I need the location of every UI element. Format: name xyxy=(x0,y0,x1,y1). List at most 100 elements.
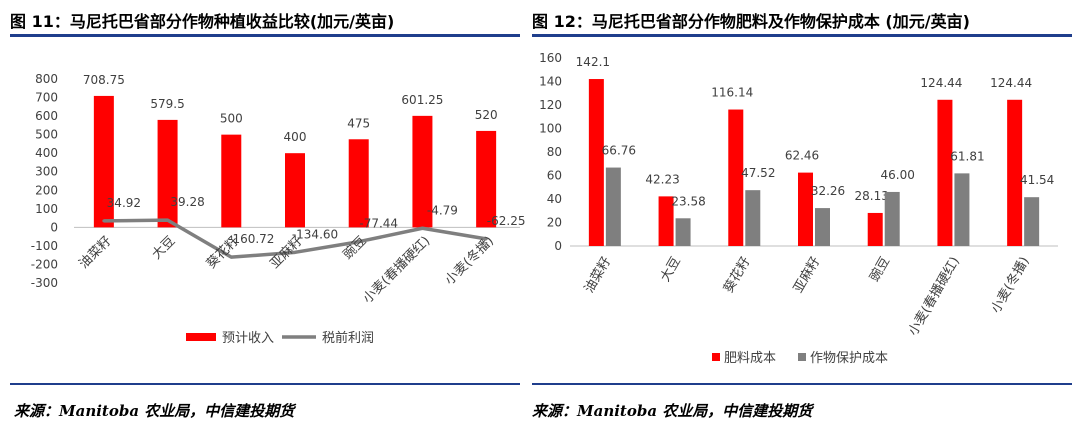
fig12-category-label: 小麦(春播硬红) xyxy=(905,254,963,338)
fig11-line-point xyxy=(293,250,297,254)
fig11-line-label: -160.72 xyxy=(228,232,274,246)
fig11-y-tick: -300 xyxy=(31,276,58,290)
fig12-protect-label: 47.52 xyxy=(741,166,775,180)
fig12-fert-label: 124.44 xyxy=(990,76,1032,90)
fig12-fert-bar xyxy=(798,172,813,246)
fig11-line-label: 34.92 xyxy=(107,196,141,210)
fig11-legend-profit: 税前利润 xyxy=(322,330,374,346)
fig11-category-label: 小麦(冬播) xyxy=(442,233,497,288)
fig11-y-tick: 600 xyxy=(35,109,58,123)
fig11-line-point xyxy=(166,218,170,222)
fig11-y-tick: 800 xyxy=(35,72,58,86)
fig12-y-tick: 60 xyxy=(547,169,562,183)
fig12-fert-label: 28.13 xyxy=(855,189,889,203)
fig11-bar-label: 601.25 xyxy=(401,93,443,107)
fig12-fert-label: 62.46 xyxy=(785,149,819,163)
fig12-category-label: 油菜籽 xyxy=(582,255,614,296)
fig12-category-label: 亚麻籽 xyxy=(791,255,823,296)
fig12-y-tick: 40 xyxy=(547,192,562,206)
fig12-category-label: 葵花籽 xyxy=(720,254,753,296)
fig12-protect-label: 23.58 xyxy=(671,194,705,208)
fig12-fert-label: 142.1 xyxy=(576,55,610,69)
fig11-bar-label: 520 xyxy=(475,108,498,122)
fig12-protect-bar xyxy=(815,208,830,246)
fig11-legend-income: 预计收入 xyxy=(222,331,274,346)
fig11-category-label: 油菜籽 xyxy=(76,234,114,272)
fig12-protect-bar xyxy=(884,191,900,246)
fig11-bar-label: 475 xyxy=(347,116,370,130)
fig11-line-label: 39.28 xyxy=(170,195,204,209)
fig11-category-label: 葵花籽 xyxy=(203,233,242,272)
fig11-legend-swatch-income xyxy=(186,333,216,341)
fig11-y-tick: -100 xyxy=(31,239,58,253)
fig11-line-point xyxy=(229,255,233,259)
fig12-bottom-rule xyxy=(532,383,1072,385)
fig12-protect-bar xyxy=(745,190,761,246)
fig11-bar-label: 400 xyxy=(284,130,307,144)
fig11-y-tick: 200 xyxy=(35,183,58,197)
fig11-line-label: -77.44 xyxy=(359,217,398,231)
fig12-fert-bar xyxy=(867,212,883,246)
fig12-fert-bar xyxy=(728,109,744,247)
fig12-fert-bar xyxy=(937,99,953,247)
fig11-y-tick: -200 xyxy=(31,257,58,271)
fig11-line-point xyxy=(420,226,424,230)
fig11-bar xyxy=(348,139,369,228)
fig12-protect-label: 66.76 xyxy=(602,144,636,158)
fig11-y-tick: 400 xyxy=(35,146,58,160)
fig12-y-tick: 160 xyxy=(539,51,562,65)
fig11-line-label: -62.25 xyxy=(487,214,526,228)
fig11-y-tick: 0 xyxy=(50,220,58,234)
fig11-title: 图 11：马尼托巴省部分作物种植收益比较(加元/英亩) xyxy=(10,12,395,31)
fig12-category-label: 小麦(冬播) xyxy=(988,254,1033,316)
fig11-bar-label: 500 xyxy=(220,112,243,126)
fig11-line-point xyxy=(484,237,488,241)
fig11-y-tick: 700 xyxy=(35,91,58,105)
fig12-title: 图 12：马尼托巴省部分作物肥料及作物保护成本 (加元/英亩) xyxy=(532,12,970,31)
fig12-title-rule xyxy=(532,34,1072,37)
fig11-category-label: 小麦(春播硬红) xyxy=(360,233,434,307)
fig12-legend-swatch-fert xyxy=(712,353,720,361)
fig11-line-label: -4.79 xyxy=(427,203,458,217)
fig12-y-tick: 100 xyxy=(539,122,562,136)
fig11-y-tick: 100 xyxy=(35,202,58,216)
fig11-y-tick: 300 xyxy=(35,165,58,179)
fig11-line-point xyxy=(357,240,361,244)
fig12-legend-fert: 肥料成本 xyxy=(724,351,776,366)
fig11-bar xyxy=(221,134,242,228)
fig12-protect-label: 46.00 xyxy=(881,168,915,182)
fig12-category-label: 豌豆 xyxy=(866,254,893,285)
fig11-bar xyxy=(285,153,305,228)
fig12-protect-label: 61.81 xyxy=(950,149,984,163)
fig11-bar xyxy=(93,95,114,228)
fig11-category-label: 大豆 xyxy=(149,234,178,263)
fig12-legend-swatch-protect xyxy=(798,353,806,361)
fig11-bar xyxy=(157,119,178,228)
fig12-fert-bar xyxy=(658,196,674,246)
fig12-protect-bar xyxy=(605,167,621,246)
fig11-category-label: 豌豆 xyxy=(340,233,370,263)
fig11-source: 来源：Manitoba 农业局，中信建投期货 xyxy=(14,402,295,420)
fig11-bottom-rule xyxy=(10,383,520,385)
fig11-bar-label: 708.75 xyxy=(83,73,125,87)
fig12-fert-label: 116.14 xyxy=(711,86,753,100)
fig12-y-tick: 140 xyxy=(539,75,562,89)
fig12-protect-label: 41.54 xyxy=(1020,173,1054,187)
fig12-y-tick: 20 xyxy=(547,216,562,230)
fig12-y-tick: 120 xyxy=(539,98,562,112)
fig11-bar-label: 579.5 xyxy=(150,97,184,111)
fig12-fert-label: 124.44 xyxy=(920,76,962,90)
fig12-y-tick: 80 xyxy=(547,145,562,159)
fig12-protect-bar xyxy=(954,173,970,246)
fig12-protect-bar xyxy=(1024,197,1040,246)
fig11-title-rule xyxy=(10,34,520,37)
fig11-line-point xyxy=(102,219,106,223)
fig12-protect-label: 32.26 xyxy=(811,184,845,198)
fig12-category-label: 大豆 xyxy=(658,255,684,285)
fig11-bar xyxy=(476,130,497,228)
fig11-line-label: -134.60 xyxy=(292,227,338,241)
fig12-legend-protect: 作物保护成本 xyxy=(810,351,888,366)
fig12-fert-label: 42.23 xyxy=(645,172,679,186)
fig12-y-tick: 0 xyxy=(554,239,562,253)
